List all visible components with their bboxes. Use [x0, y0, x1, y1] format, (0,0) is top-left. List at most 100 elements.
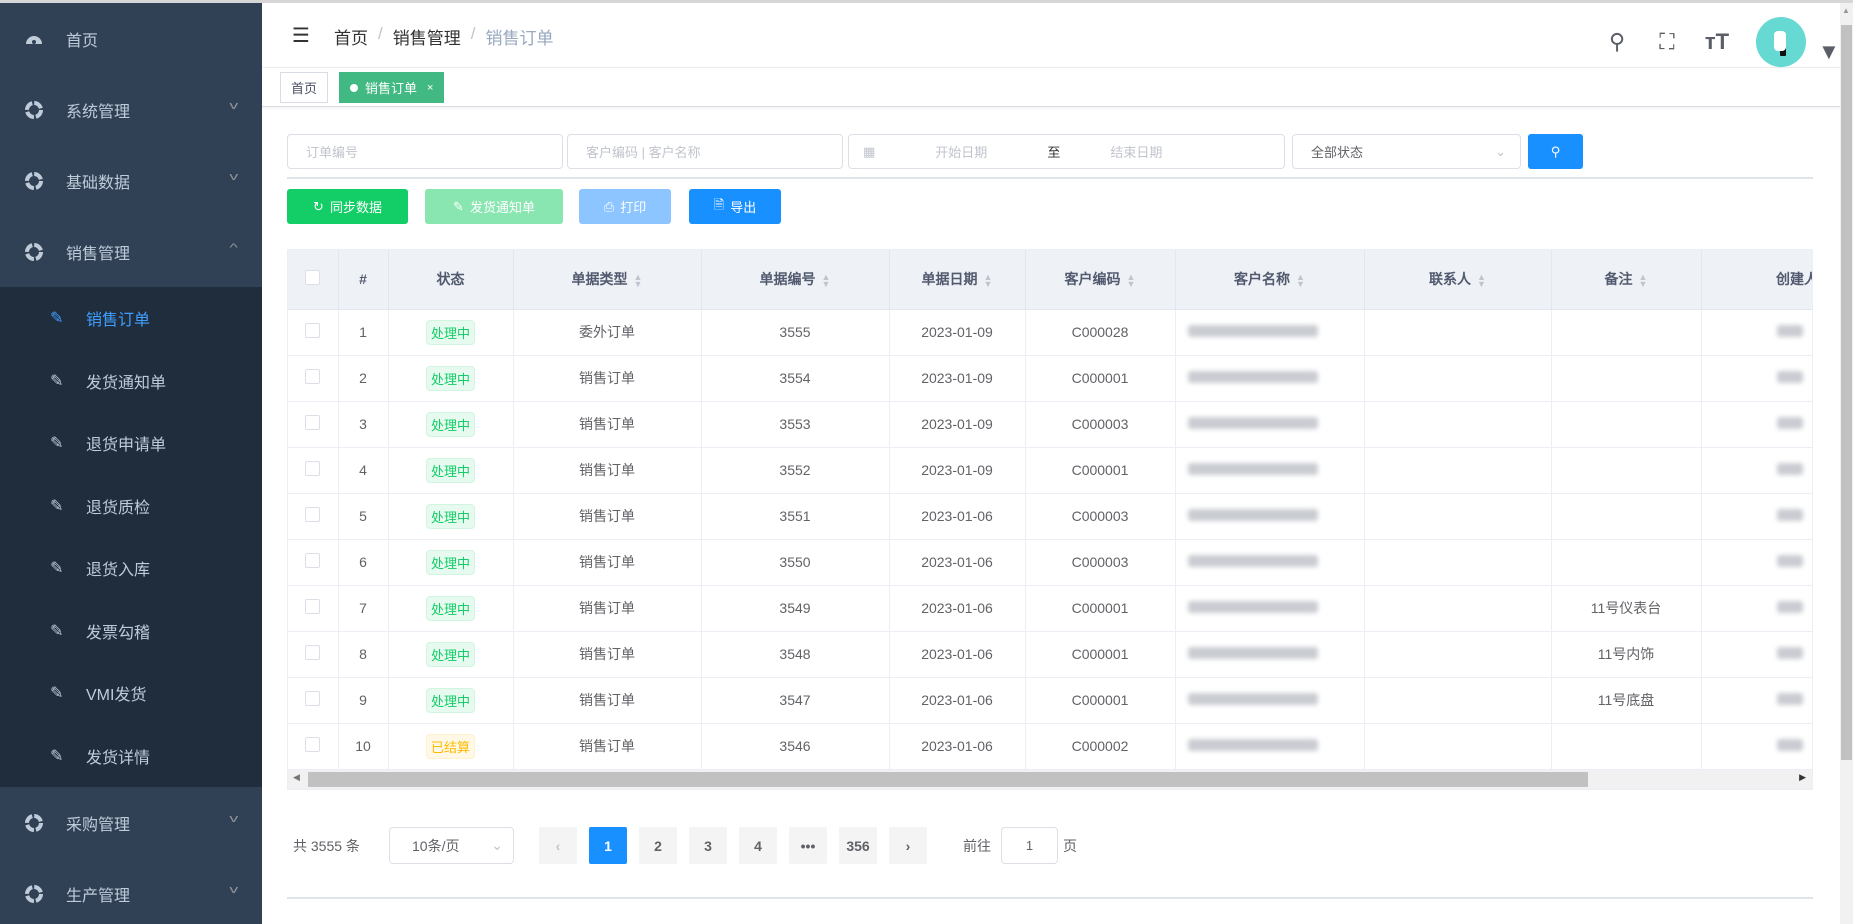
sidebar-subitem[interactable]: ✎ 销售订单 [0, 287, 262, 350]
sidebar-subitem[interactable]: ✎ 发货详情 [0, 725, 262, 788]
sidebar-subitem[interactable]: ✎ 退货入库 [0, 537, 262, 600]
scroll-left-icon[interactable]: ◀ [293, 772, 300, 782]
hamburger-icon[interactable]: ☰ [292, 25, 310, 47]
row-checkbox[interactable] [288, 447, 339, 494]
sidebar-item[interactable]: 首页 [0, 3, 262, 74]
chevron-down-icon: v [228, 171, 238, 183]
tag-home[interactable]: 首页 [280, 72, 329, 103]
sidebar-subitem[interactable]: ✎ 发票勾稽 [0, 600, 262, 663]
horizontal-scrollbar[interactable]: ◀ ▶ [288, 770, 1812, 789]
sidebar-subitem[interactable]: ✎ 发货通知单 [0, 350, 262, 413]
column-header[interactable]: 联系人 ▲ ▼ [1364, 250, 1552, 310]
row-checkbox[interactable] [288, 631, 339, 678]
close-icon[interactable]: × [427, 81, 434, 94]
sidebar-item[interactable]: 销售管理 ^ [0, 216, 262, 287]
sort-icon[interactable]: ▲ ▼ [1638, 271, 1648, 289]
row-checkbox[interactable] [288, 539, 339, 586]
sidebar-subitem[interactable]: ✎ 退货质检 [0, 475, 262, 538]
sort-icon[interactable]: ▲ ▼ [821, 271, 831, 289]
caret-down-icon[interactable]: ▼ [1818, 39, 1840, 64]
page-button[interactable]: 1 [589, 827, 627, 864]
cell-customer-name [1175, 539, 1365, 586]
search-button[interactable]: ⚲ [1528, 134, 1583, 169]
table-row[interactable]: 1 处理中 委外订单 3555 2023-01-09 C000028 [288, 309, 1812, 356]
column-header[interactable]: 创建人▲▼ [1701, 250, 1812, 310]
column-header[interactable]: 客户名称 ▲ ▼ [1175, 250, 1365, 310]
cell-type: 销售订单 [513, 539, 702, 586]
column-header[interactable]: 客户编码 ▲ ▼ [1025, 250, 1176, 310]
cell-creator [1701, 723, 1812, 770]
page-button[interactable]: 4 [739, 827, 777, 864]
goto-page-input[interactable]: 1 [1001, 827, 1058, 864]
avatar[interactable] [1756, 17, 1806, 67]
table-row[interactable]: 3 处理中 销售订单 3553 2023-01-09 C000003 [288, 401, 1812, 448]
column-header[interactable]: 备注 ▲ ▼ [1551, 250, 1702, 310]
tag-sales-order[interactable]: 销售订单 × [339, 72, 445, 103]
fullscreen-icon[interactable]: ⛶ [1659, 29, 1675, 54]
sidebar-item[interactable]: 系统管理 v [0, 74, 262, 145]
export-button[interactable]: 🗎 导出 [689, 189, 781, 224]
order-no-input[interactable]: 订单编号 [287, 134, 563, 169]
scrollbar-thumb[interactable] [1841, 25, 1852, 760]
scrollbar-thumb[interactable] [308, 772, 1588, 787]
sidebar-item[interactable]: 基础数据 v [0, 145, 262, 216]
column-header[interactable]: 单据编号 ▲ ▼ [701, 250, 890, 310]
cell-creator [1701, 585, 1812, 632]
table-row[interactable]: 8 处理中 销售订单 3548 2023-01-06 C000001 11号内饰 [288, 631, 1812, 678]
font-size-icon[interactable]: тT [1704, 29, 1730, 54]
table-row[interactable]: 7 处理中 销售订单 3549 2023-01-06 C000001 11号仪表… [288, 585, 1812, 632]
sidebar-item[interactable]: 生产管理 v [0, 858, 262, 924]
row-checkbox[interactable] [288, 723, 339, 770]
sidebar-item[interactable]: 采购管理 v [0, 787, 262, 858]
column-header: 状态 [388, 250, 514, 310]
status-select[interactable]: 全部状态 ⌄ [1292, 134, 1521, 169]
sort-icon[interactable]: ▲ ▼ [1126, 271, 1136, 289]
breadcrumb-sales[interactable]: 销售管理 [392, 29, 461, 48]
sidebar-subitem-label: 退货质检 [86, 499, 151, 517]
page-button[interactable]: 2 [639, 827, 677, 864]
sort-icon[interactable]: ▲ ▼ [633, 271, 643, 289]
cell-type: 销售订单 [513, 401, 702, 448]
table-row[interactable]: 2 处理中 销售订单 3554 2023-01-09 C000001 [288, 355, 1812, 402]
select-all-checkbox[interactable] [288, 250, 339, 310]
scroll-up-icon[interactable]: ▲ [1842, 6, 1850, 15]
sidebar-subitem[interactable]: ✎ VMI发货 [0, 662, 262, 725]
page-button[interactable]: 356 [839, 827, 877, 864]
next-page-button[interactable]: › [889, 827, 927, 864]
cell-index: 10 [338, 723, 389, 770]
scroll-right-icon[interactable]: ▶ [1799, 772, 1806, 782]
page-size-select[interactable]: 10条/页 ⌄ [389, 827, 514, 864]
table-row[interactable]: 9 处理中 销售订单 3547 2023-01-06 C000001 11号底盘 [288, 677, 1812, 724]
row-checkbox[interactable] [288, 309, 339, 356]
column-header[interactable]: 单据类型 ▲ ▼ [513, 250, 702, 310]
table-row[interactable]: 5 处理中 销售订单 3551 2023-01-06 C000003 [288, 493, 1812, 540]
row-checkbox[interactable] [288, 677, 339, 724]
customer-input[interactable]: 客户编码 | 客户名称 [567, 134, 843, 169]
column-header[interactable]: 单据日期 ▲ ▼ [889, 250, 1026, 310]
breadcrumb-home[interactable]: 首页 [334, 29, 368, 48]
cell-status: 处理中 [388, 585, 514, 632]
sidebar-subitem[interactable]: ✎ 退货申请单 [0, 412, 262, 475]
print-button[interactable]: ⎙ 打印 [579, 189, 671, 224]
sort-icon[interactable]: ▲ ▼ [1477, 271, 1486, 289]
start-date-input[interactable]: 开始日期 [935, 145, 988, 160]
row-checkbox[interactable] [288, 355, 339, 402]
cell-index: 1 [338, 309, 389, 356]
row-checkbox[interactable] [288, 493, 339, 540]
search-icon[interactable]: ⚲ [1608, 29, 1626, 54]
table-row[interactable]: 6 处理中 销售订单 3550 2023-01-06 C000003 [288, 539, 1812, 586]
page-button[interactable]: ••• [789, 827, 827, 864]
sync-data-button[interactable]: ↻ 同步数据 [287, 189, 408, 224]
prev-page-button[interactable]: ‹ [539, 827, 577, 864]
row-checkbox[interactable] [288, 585, 339, 632]
sort-icon[interactable]: ▲ ▼ [1296, 271, 1305, 289]
vertical-scrollbar[interactable]: ▲ [1840, 3, 1853, 924]
date-range-picker[interactable]: ▦ 开始日期 至 结束日期 [848, 134, 1285, 169]
row-checkbox[interactable] [288, 401, 339, 448]
sort-icon[interactable]: ▲ ▼ [983, 271, 993, 289]
table-row[interactable]: 4 处理中 销售订单 3552 2023-01-09 C000001 [288, 447, 1812, 494]
table-row[interactable]: 10 已结算 销售订单 3546 2023-01-06 C000002 [288, 723, 1812, 770]
delivery-notice-button[interactable]: ✎ 发货通知单 [425, 189, 563, 224]
end-date-input[interactable]: 结束日期 [1110, 145, 1163, 160]
page-button[interactable]: 3 [689, 827, 727, 864]
